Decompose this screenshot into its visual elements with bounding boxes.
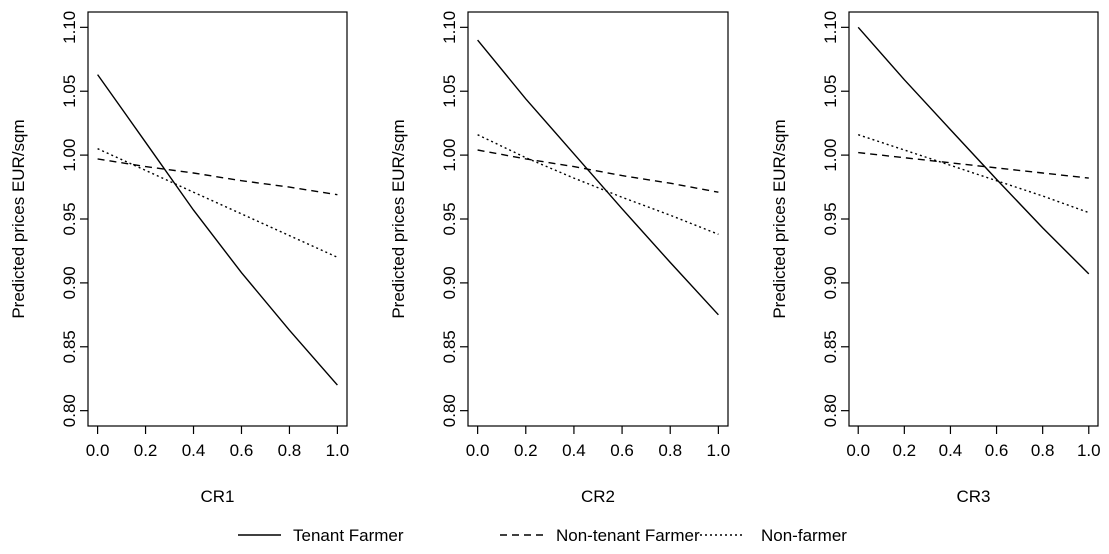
y-tick-label: 0.95 <box>821 202 840 235</box>
y-tick-label: 0.90 <box>821 266 840 299</box>
chart-panel-1: 0.0 0.2 0.4 0.6 0.8 1.0 0.80 0.85 0.90 0.95 1.00 1.… <box>9 11 349 506</box>
x-tick-label: 0.0 <box>846 441 870 460</box>
x-tick-label: 0.6 <box>230 441 254 460</box>
chart-panel-2: 0.0 0.2 0.4 0.6 0.8 1.0 0.80 0.85 0.90 0.95 1.00 1.… <box>389 11 730 506</box>
y-tick-label: 1.10 <box>60 11 79 44</box>
y-tick-label: 1.05 <box>60 75 79 108</box>
chart-panel-3: 0.0 0.2 0.4 0.6 0.8 1.0 0.80 0.85 0.90 0.95 1.00 1.… <box>770 11 1101 506</box>
y-tick-label: 0.95 <box>60 202 79 235</box>
series-line-non-farmer <box>97 148 338 258</box>
x-tick-label: 0.0 <box>86 441 110 460</box>
x-tick-label: 0.8 <box>658 441 682 460</box>
x-tick-label: 1.0 <box>1077 441 1101 460</box>
y-tick-label: 1.00 <box>821 139 840 172</box>
series-line-tenant-farmer <box>97 74 338 386</box>
series-line-tenant-farmer <box>477 39 719 316</box>
x-axis-label: CR3 <box>956 487 990 506</box>
y-tick-label: 0.80 <box>60 394 79 427</box>
legend: Tenant Farmer Non-tenant Farmer Non-farmer <box>238 526 847 545</box>
y-tick-label: 0.85 <box>821 330 840 363</box>
y-tick-label: 0.90 <box>440 266 459 299</box>
x-tick-label: 0.2 <box>514 441 538 460</box>
y-tick-label: 0.85 <box>440 330 459 363</box>
x-tick-label: 0.4 <box>182 441 206 460</box>
x-tick-label: 0.0 <box>466 441 490 460</box>
y-tick-label: 1.00 <box>440 139 459 172</box>
y-tick-label: 1.10 <box>440 11 459 44</box>
series-line-non-tenant-farmer <box>477 149 719 193</box>
x-axis-label: CR1 <box>200 487 234 506</box>
series-line-tenant-farmer <box>857 26 1090 275</box>
x-tick-label: 0.6 <box>610 441 634 460</box>
y-tick-label: 0.80 <box>440 394 459 427</box>
legend-label: Non-tenant Farmer <box>556 526 700 545</box>
y-tick-label: 0.95 <box>440 202 459 235</box>
y-tick-label: 0.85 <box>60 330 79 363</box>
legend-item: Non-tenant Farmer <box>500 526 700 545</box>
series-line-non-tenant-farmer <box>97 158 338 196</box>
legend-item: Non-farmer <box>700 526 847 545</box>
chart-panels: 0.0 0.2 0.4 0.6 0.8 1.0 0.80 0.85 0.90 0.95 1.00 1.… <box>9 11 1101 506</box>
y-tick-label: 0.90 <box>60 266 79 299</box>
x-tick-label: 0.8 <box>278 441 302 460</box>
x-tick-label: 0.8 <box>1031 441 1055 460</box>
legend-label: Tenant Farmer <box>293 526 404 545</box>
plot-frame <box>87 11 348 427</box>
plot-frame <box>848 11 1099 427</box>
x-tick-label: 1.0 <box>707 441 731 460</box>
x-tick-label: 0.4 <box>562 441 586 460</box>
y-tick-label: 1.00 <box>60 139 79 172</box>
y-tick-label: 1.05 <box>821 75 840 108</box>
series-line-non-tenant-farmer <box>858 151 1089 179</box>
y-axis-label: Predicted prices EUR/sqm <box>9 119 28 318</box>
y-axis-label: Predicted prices EUR/sqm <box>389 119 408 318</box>
series-line-non-farmer <box>857 134 1090 214</box>
y-tick-label: 1.05 <box>440 75 459 108</box>
y-tick-label: 0.80 <box>821 394 840 427</box>
x-tick-label: 0.4 <box>939 441 963 460</box>
legend-label: Non-farmer <box>761 526 847 545</box>
y-tick-label: 1.10 <box>821 11 840 44</box>
series-line-non-farmer <box>477 134 719 235</box>
legend-item: Tenant Farmer <box>238 526 404 545</box>
x-tick-label: 0.2 <box>134 441 158 460</box>
x-tick-label: 1.0 <box>326 441 350 460</box>
y-axis-label: Predicted prices EUR/sqm <box>770 119 789 318</box>
plot-frame <box>467 11 729 427</box>
x-tick-label: 0.6 <box>985 441 1009 460</box>
x-tick-label: 0.2 <box>893 441 917 460</box>
x-axis-label: CR2 <box>581 487 615 506</box>
